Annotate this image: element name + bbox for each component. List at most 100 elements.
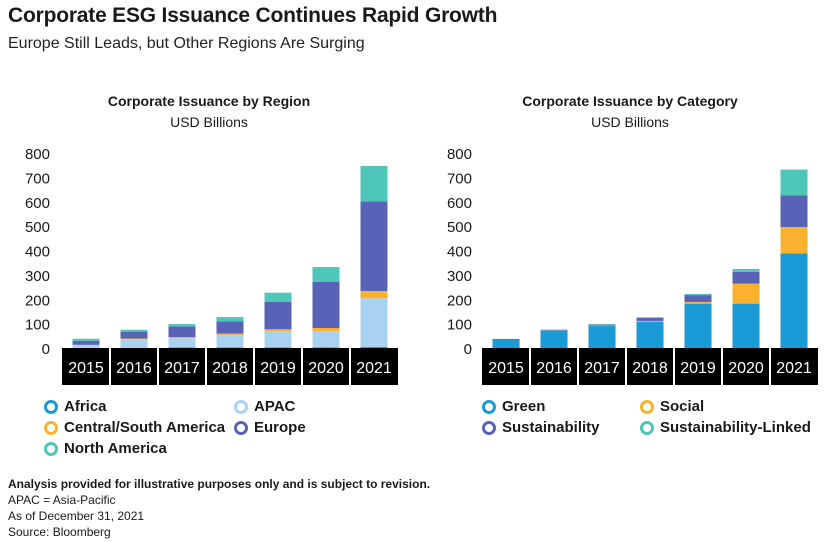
y-tick-label: 800 [447, 146, 472, 163]
legend-item-north-america: North America [44, 440, 234, 457]
bar-apac-2017 [168, 338, 196, 348]
europe-legend-marker [234, 420, 248, 435]
y-tick-label: 0 [42, 341, 50, 358]
y-tick-label: 300 [25, 268, 50, 285]
sustainability-legend-marker [482, 420, 496, 435]
bar-europe-2021 [360, 201, 388, 291]
green-legend-marker [482, 399, 496, 414]
bar-apac-2018 [216, 334, 244, 348]
bar-sustainability-2018 [636, 318, 664, 321]
sustainability-linked-legend-marker [640, 420, 654, 435]
x-tick-label: 2021 [776, 360, 812, 377]
legend-item-europe: Europe [234, 419, 424, 436]
legend-item-sustainability: Sustainability [482, 419, 640, 436]
legend-item-social: Social [640, 398, 830, 415]
x-tick-label: 2018 [632, 360, 668, 377]
chart-subtitle: USD Billions [591, 114, 669, 130]
category-legend: Green Social Sustainability Sustainabili… [482, 398, 840, 436]
bar-green-2018 [636, 321, 664, 348]
bar-green-2020 [732, 303, 760, 348]
region-chart: Corporate Issuance by Region USD Billions… [25, 93, 398, 385]
category-chart-panel: Corporate Issuance by Category USD Billio… [420, 86, 840, 466]
footer-notes: Analysis provided for illustrative purpo… [8, 476, 430, 540]
bar-green-2016 [540, 330, 568, 348]
bar-apac-2015 [72, 345, 100, 348]
chart-subtitle: USD Billions [170, 114, 248, 130]
social-legend-marker [640, 399, 654, 414]
y-tick-label: 700 [25, 170, 50, 187]
bar-social-2020 [732, 283, 760, 304]
bar-north-america-2017 [168, 324, 196, 327]
y-tick-label: 500 [447, 219, 472, 236]
central-south-america-legend-marker [44, 420, 58, 435]
region-chart-panel: Corporate Issuance by Region USD Billions… [0, 86, 420, 466]
bar-north-america-2019 [264, 292, 292, 302]
y-tick-label: 100 [25, 317, 50, 334]
y-tick-label: 200 [447, 292, 472, 309]
x-tick-label: 2016 [536, 360, 572, 377]
bar-europe-2017 [168, 326, 196, 338]
y-tick-label: 600 [447, 195, 472, 212]
bar-social-2019 [684, 301, 712, 304]
legend-label-social: Social [660, 398, 705, 415]
source-note: Source: Bloomberg [8, 525, 111, 539]
bar-north-america-2018 [216, 317, 244, 322]
bar-north-america-2016 [120, 329, 148, 332]
bar-social-2021 [780, 227, 808, 254]
africa-legend-marker [44, 399, 58, 414]
bar-north-america-2015 [72, 338, 100, 341]
y-tick-label: 100 [447, 317, 472, 334]
region-legend: Africa APAC Central/South America Europe… [44, 398, 424, 457]
bar-social-2018 [636, 320, 664, 322]
legend-item-green: Green [482, 398, 640, 415]
bar-sustainability-2021 [780, 195, 808, 228]
x-axis-band [62, 348, 398, 385]
x-tick-label: 2021 [356, 360, 392, 377]
north-america-legend-marker [44, 441, 58, 456]
bar-central-south-america-2017 [168, 337, 196, 339]
y-tick-label: 400 [447, 244, 472, 261]
x-tick-label: 2020 [728, 360, 764, 377]
bar-green-2021 [780, 253, 808, 348]
bar-green-2017 [588, 326, 616, 348]
legend-label-green: Green [502, 398, 546, 415]
abbreviation-note: APAC = Asia-Pacific [8, 493, 116, 507]
legend-label-europe: Europe [254, 419, 306, 436]
bar-central-south-america-2018 [216, 333, 244, 335]
bar-apac-2021 [360, 298, 388, 348]
bar-sustainability-2019 [684, 295, 712, 302]
x-tick-label: 2020 [308, 360, 344, 377]
page-title: Corporate ESG Issuance Continues Rapid G… [8, 4, 498, 27]
x-tick-label: 2019 [680, 360, 716, 377]
y-tick-label: 700 [447, 170, 472, 187]
x-tick-label: 2017 [584, 360, 620, 377]
chart-title: Corporate Issuance by Region [108, 93, 310, 109]
y-tick-label: 0 [464, 341, 472, 358]
bar-sustainability-linked-2019 [684, 293, 712, 296]
as-of-date: As of December 31, 2021 [8, 509, 145, 523]
bar-central-south-america-2021 [360, 290, 388, 299]
legend-item-africa: Africa [44, 398, 234, 415]
x-tick-label: 2016 [116, 360, 152, 377]
bar-africa-2021 [360, 347, 388, 348]
bar-europe-2020 [312, 281, 340, 329]
bar-central-south-america-2020 [312, 328, 340, 331]
legend-label-north-america: North America [64, 440, 167, 457]
y-tick-label: 500 [25, 219, 50, 236]
bar-sustainability-linked-2020 [732, 269, 760, 272]
apac-legend-marker [234, 399, 248, 414]
bar-apac-2020 [312, 330, 340, 348]
bar-green-2015 [492, 339, 520, 348]
legend-label-africa: Africa [64, 398, 107, 415]
y-tick-label: 800 [25, 146, 50, 163]
category-chart: Corporate Issuance by Category USD Billio… [447, 93, 818, 385]
bar-europe-2019 [264, 301, 292, 330]
bar-europe-2015 [72, 340, 100, 345]
legend-label-sustainability-linked: Sustainability-Linked [660, 419, 811, 436]
legend-item-central-south-america: Central/South America [44, 419, 234, 436]
bar-africa-2020 [312, 347, 340, 348]
disclaimer-note: Analysis provided for illustrative purpo… [8, 477, 431, 491]
chart-title: Corporate Issuance by Category [522, 93, 738, 109]
x-tick-label: 2019 [260, 360, 296, 377]
legend-label-apac: APAC [254, 398, 296, 415]
